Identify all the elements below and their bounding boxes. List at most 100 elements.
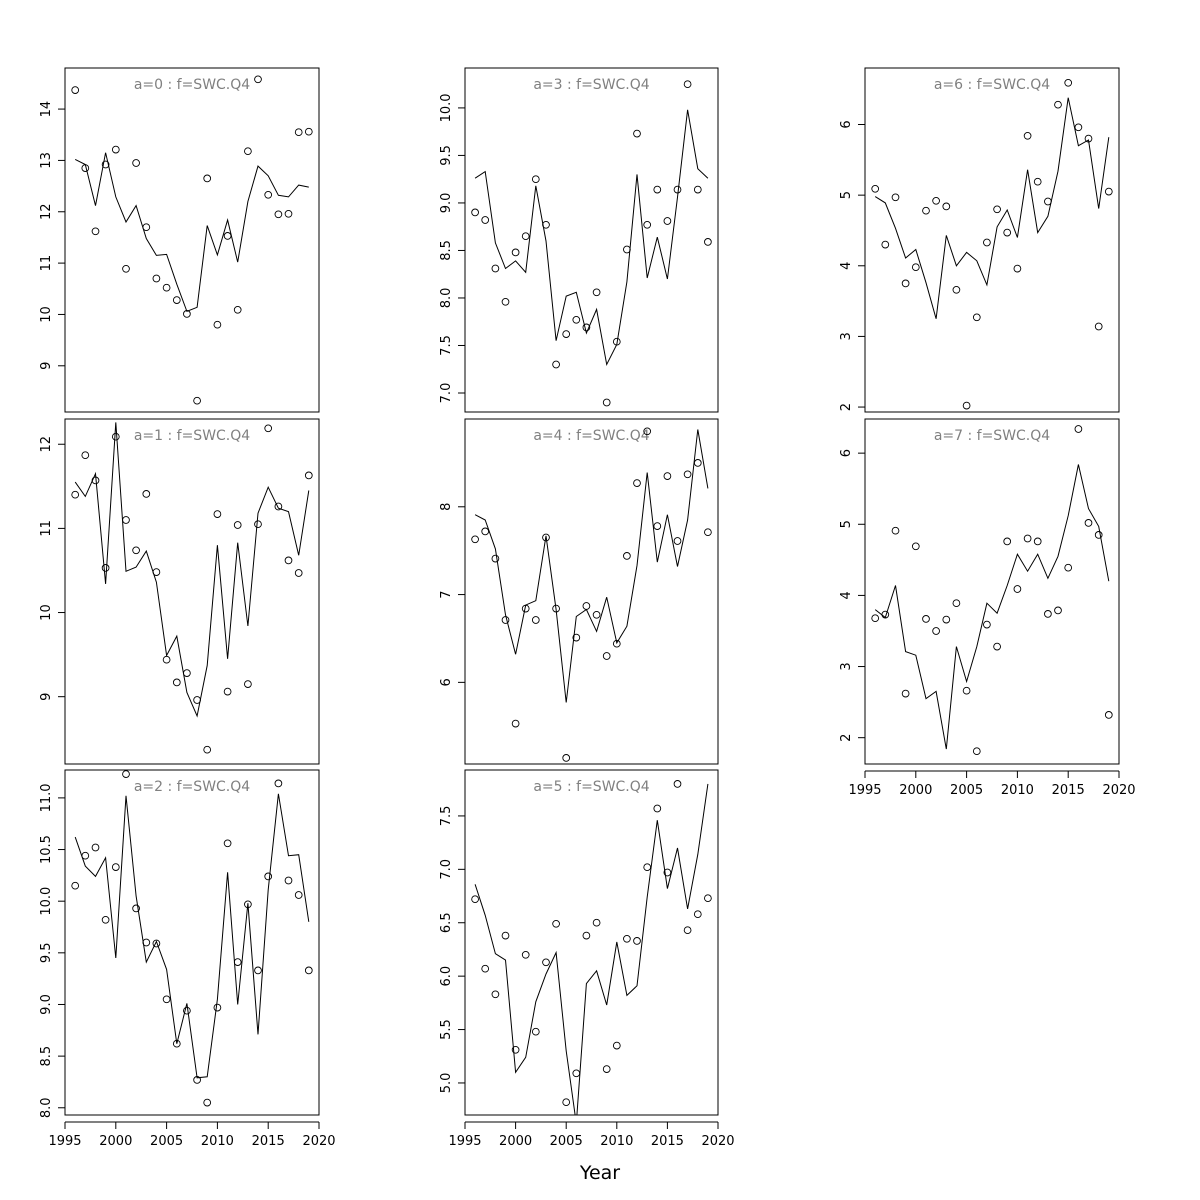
observed-point	[602, 398, 611, 407]
observed-point	[1084, 519, 1093, 527]
fitted-line	[874, 97, 1110, 319]
plot-frame	[64, 769, 320, 1116]
observed-point	[552, 604, 560, 613]
observed-point	[983, 238, 991, 247]
observed-point	[111, 432, 120, 441]
plot-frame	[864, 418, 1120, 765]
observed-point	[1003, 537, 1012, 546]
observed-point	[244, 900, 252, 909]
y-tick-label: 2	[839, 403, 854, 411]
observed-point	[223, 687, 232, 696]
observed-point	[101, 915, 110, 924]
observed-point	[1013, 264, 1022, 273]
observed-point	[962, 686, 971, 695]
observed-point	[81, 851, 90, 860]
y-tick-label: 6	[839, 120, 854, 128]
observed-point	[871, 614, 880, 623]
observed-point	[542, 958, 550, 967]
observed-point	[294, 128, 303, 137]
observed-point	[952, 599, 961, 608]
observed-point	[481, 527, 490, 536]
observed-point	[922, 615, 930, 623]
observed-point	[1064, 78, 1073, 87]
observed-point	[471, 208, 479, 217]
x-tick-label: 1995	[848, 783, 881, 798]
observed-point	[511, 1045, 520, 1054]
observed-point	[704, 894, 712, 903]
panel-a0: a=0 : f=SWC.Q4 9 10 11 12 13 14	[39, 67, 320, 413]
observed-point	[891, 526, 900, 535]
observed-point	[562, 754, 571, 762]
observed-point	[471, 895, 479, 904]
observed-point	[264, 190, 273, 199]
fitted-line	[474, 429, 709, 703]
x-tick-label: 2010	[201, 1134, 234, 1149]
observed-point	[582, 323, 591, 332]
observed-point	[663, 868, 672, 877]
x-tick-label: 2010	[600, 1134, 633, 1149]
y-tick-label: 3	[839, 662, 854, 670]
plot-frame	[64, 418, 320, 765]
x-tick-label: 2015	[252, 1134, 285, 1149]
observed-point	[254, 966, 262, 975]
x-tick-label: 2020	[701, 1134, 734, 1149]
observed-point	[183, 1006, 191, 1015]
y-tick-label: 5	[839, 520, 854, 528]
y-tick-label: 12	[39, 203, 54, 220]
observed-point	[1054, 606, 1062, 615]
y-tick-label: 5.0	[439, 1073, 454, 1094]
x-tick-label: 2005	[150, 1134, 183, 1149]
observed-point	[304, 966, 313, 975]
observed-point	[122, 770, 130, 778]
observed-point	[132, 904, 140, 913]
observed-point	[683, 80, 692, 89]
y-tick-label: 10.0	[39, 887, 54, 916]
observed-point	[704, 528, 712, 537]
observed-point	[162, 655, 171, 664]
observed-point	[633, 479, 641, 487]
observed-point	[653, 804, 662, 813]
observed-point	[284, 209, 293, 218]
observed-point	[1044, 610, 1052, 618]
observed-point	[142, 938, 151, 947]
observed-point	[294, 891, 303, 899]
observed-point	[1003, 228, 1012, 237]
observed-point	[911, 542, 920, 551]
x-tick-label: 2000	[99, 1134, 132, 1149]
y-tick-label: 8.5	[39, 1046, 54, 1067]
y-tick-label: 8.0	[39, 1097, 54, 1118]
observed-point	[521, 232, 530, 241]
observed-point	[132, 546, 140, 555]
observed-point	[531, 1027, 540, 1036]
observed-point	[663, 472, 672, 480]
observed-point	[531, 175, 540, 184]
observed-point	[1094, 322, 1103, 331]
observed-point	[942, 202, 951, 211]
observed-point	[1013, 585, 1022, 593]
fitted-line	[474, 783, 709, 1115]
observed-point	[942, 615, 951, 624]
observed-point	[993, 205, 1001, 214]
observed-point	[683, 470, 692, 479]
observed-point	[552, 919, 560, 928]
fitted-line	[74, 422, 310, 718]
fitted-line	[874, 464, 1110, 750]
observed-point	[663, 217, 672, 225]
y-tick-label: 10.0	[439, 93, 454, 122]
observed-point	[911, 263, 920, 272]
x-tick-label: 2000	[899, 783, 932, 798]
observed-point	[643, 220, 652, 229]
observed-point	[244, 147, 252, 156]
observed-point	[1023, 534, 1032, 543]
y-tick-label: 7.5	[439, 335, 454, 356]
observed-point	[881, 240, 890, 249]
observed-point	[152, 939, 161, 948]
observed-point	[881, 610, 890, 619]
x-tick-label: 2000	[499, 1134, 532, 1149]
observed-point	[1054, 100, 1062, 109]
plot-frame	[864, 67, 1120, 413]
observed-point	[172, 1039, 181, 1048]
y-tick-label: 2	[839, 734, 854, 742]
observed-point	[1074, 425, 1083, 433]
